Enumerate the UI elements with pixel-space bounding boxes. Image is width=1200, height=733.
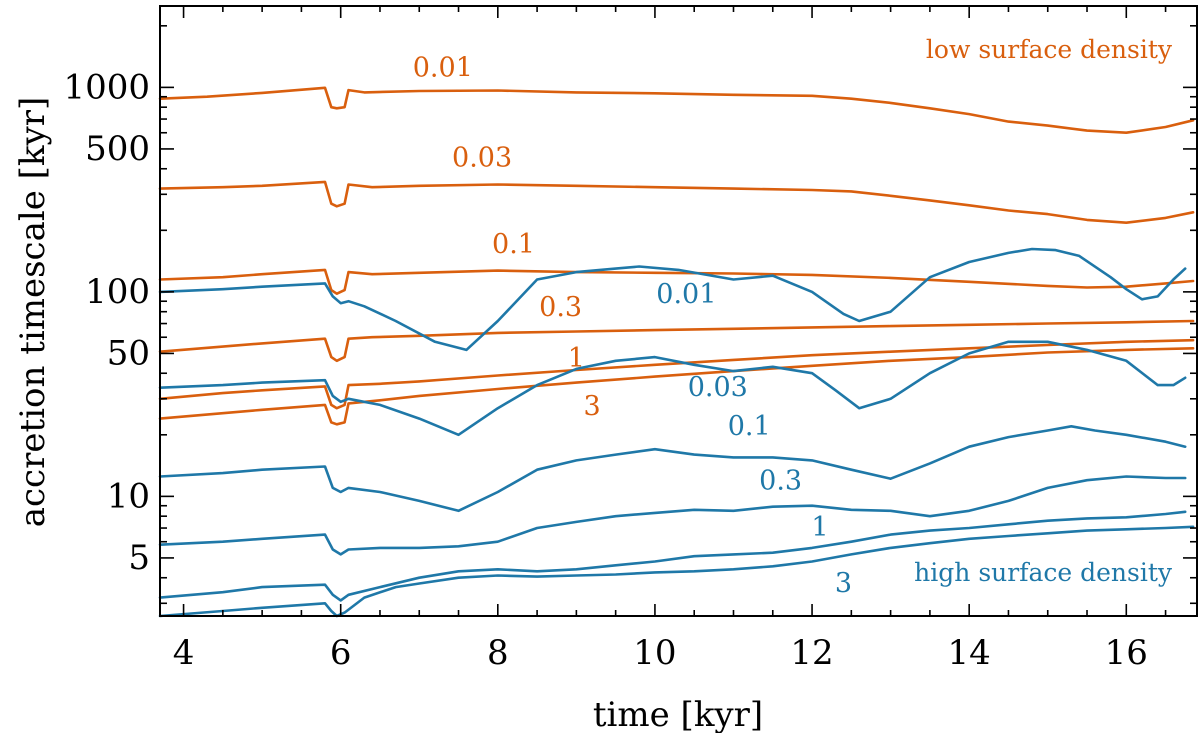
tick-labels-layer: 4 6 8 10 12 14 16 5 10 50 100 500 1000 bbox=[63, 67, 1147, 673]
curve-label-low-3: 3 bbox=[583, 391, 600, 422]
y-tick-label: 500 bbox=[85, 129, 150, 169]
y-tick-label: 50 bbox=[107, 333, 150, 373]
curve-high-0p1 bbox=[158, 425, 1187, 513]
curve-label-low-0p3: 0.3 bbox=[539, 292, 582, 323]
y-tick-label: 10 bbox=[107, 476, 150, 516]
annotation-low-surface-density: low surface density bbox=[926, 35, 1173, 64]
curve-high-1 bbox=[158, 510, 1187, 602]
curve-low-0p3 bbox=[158, 319, 1195, 363]
curve-label-high-3: 3 bbox=[835, 568, 852, 599]
curve-label-high-0p3: 0.3 bbox=[759, 466, 802, 497]
x-tick-label: 14 bbox=[948, 633, 991, 673]
x-tick-label: 16 bbox=[1105, 633, 1148, 673]
curve-label-low-1: 1 bbox=[568, 343, 585, 374]
curve-high-0p01 bbox=[158, 247, 1187, 352]
x-tick-label: 12 bbox=[790, 633, 833, 673]
curve-label-low-0p1: 0.1 bbox=[492, 229, 535, 260]
annotation-high-surface-density: high surface density bbox=[914, 558, 1173, 587]
curves-layer bbox=[158, 86, 1195, 618]
curve-low-0p01 bbox=[158, 86, 1195, 134]
y-tick-label: 100 bbox=[85, 272, 150, 312]
curve-label-high-1: 1 bbox=[811, 512, 828, 543]
ticks-layer bbox=[160, 6, 1197, 616]
plot-frame bbox=[159, 5, 1198, 617]
curve-low-3 bbox=[158, 347, 1195, 426]
curve-high-0p03 bbox=[158, 340, 1187, 437]
curve-low-1 bbox=[158, 338, 1195, 410]
curve-low-0p03 bbox=[158, 180, 1195, 224]
curve-label-high-0p01: 0.01 bbox=[656, 279, 716, 310]
curve-label-high-0p1: 0.1 bbox=[728, 411, 771, 442]
x-tick-label: 6 bbox=[330, 633, 352, 673]
curve-label-low-0p03: 0.03 bbox=[452, 143, 512, 174]
y-tick-label: 5 bbox=[128, 538, 150, 578]
curve-label-high-0p03: 0.03 bbox=[688, 372, 748, 403]
curve-low-0p1 bbox=[158, 268, 1195, 295]
x-tick-label: 4 bbox=[173, 633, 195, 673]
x-tick-label: 10 bbox=[633, 633, 676, 673]
x-tick-label: 8 bbox=[487, 633, 509, 673]
y-axis-title: accretion timescale [kyr] bbox=[13, 97, 53, 528]
x-axis-title: time [kyr] bbox=[593, 695, 763, 733]
curve-high-0p3 bbox=[158, 475, 1187, 556]
y-tick-label: 1000 bbox=[63, 67, 150, 107]
curve-label-low-0p01: 0.01 bbox=[413, 53, 473, 84]
